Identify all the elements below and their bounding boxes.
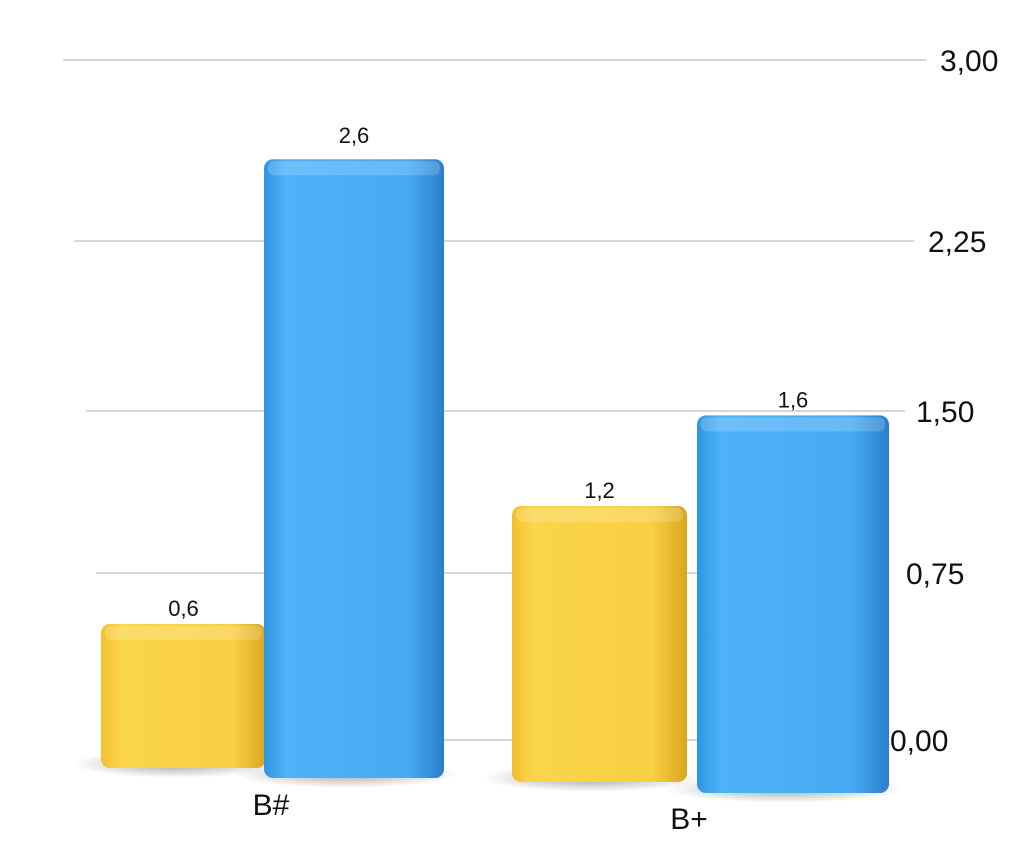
bar-top-highlight: [268, 161, 440, 176]
y-tick-label: 2,25: [928, 226, 986, 259]
bar: [101, 624, 266, 768]
y-tick-label: 3,00: [940, 45, 998, 78]
y-tick-label: 1,50: [916, 396, 974, 429]
bar-top-highlight: [105, 626, 262, 640]
y-tick-label: 0,75: [906, 558, 964, 591]
x-category-label: B#: [253, 789, 290, 822]
y-tick-label: 0,00: [890, 725, 948, 758]
bar-top-highlight: [516, 508, 683, 522]
bar: [512, 506, 687, 782]
labels: 0,00 0,75 1,50 2,25 3,00 0,6 2,6 1,2 1,6 B# B+: [168, 45, 998, 836]
bar: [264, 159, 444, 778]
data-label: 1,6: [778, 387, 809, 412]
data-label: 1,2: [584, 478, 615, 503]
data-label: 2,6: [339, 123, 370, 148]
bar-top-highlight: [701, 417, 885, 432]
bars: [101, 159, 889, 793]
bar: [697, 415, 889, 793]
data-label: 0,6: [168, 596, 199, 621]
x-category-label: B+: [670, 803, 708, 836]
